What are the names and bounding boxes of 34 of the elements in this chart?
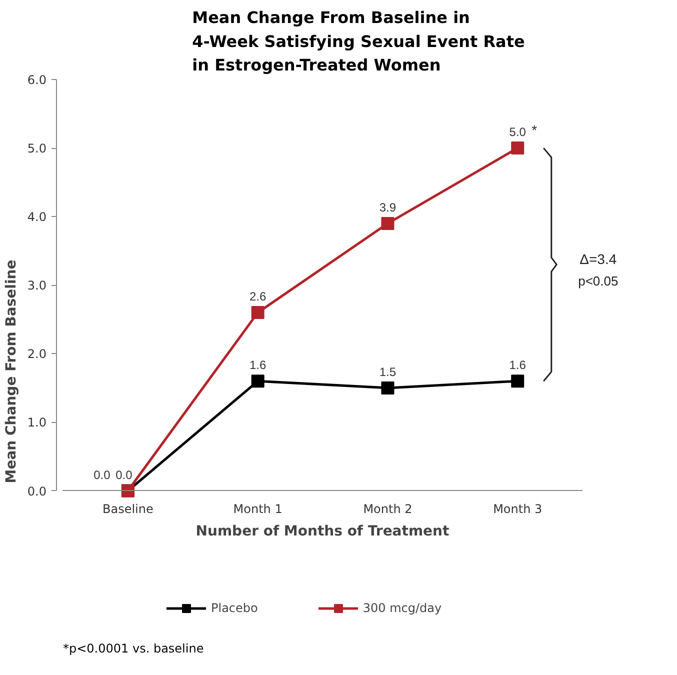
y-tick-label: 4.0 [27, 210, 47, 224]
data-label: 1.6 [509, 358, 526, 372]
point [511, 142, 524, 155]
x-tick-label: Month 1 [233, 502, 282, 516]
point [381, 381, 394, 394]
annotation: p<0.05 [578, 274, 618, 289]
data-label: 2.6 [249, 290, 266, 304]
x-tick-label: Baseline [102, 502, 154, 516]
y-tick-label: 2.0 [27, 347, 47, 362]
data-label: 0.0 [116, 468, 133, 482]
y-axis-title: Mean Change From Baseline [3, 260, 20, 484]
data-label: 3.9 [379, 200, 396, 214]
point [381, 216, 394, 230]
data-label: 0.0 [94, 468, 111, 482]
legend-label: 300 mcg/day [362, 601, 442, 615]
y-tick-label: 1.0 [27, 416, 47, 430]
chart-title: Mean Change From Baseline in 4-Week Satisfying Sexual Event Rate in Estrogen-Treated Women [192, 8, 525, 74]
x-tick-label: Month 3 [493, 502, 542, 516]
x-tick-label: Month 2 [363, 502, 412, 516]
x-axis-title: Number of Months of Treatment [196, 524, 450, 540]
y-tick-label: 0.0 [27, 484, 47, 498]
point [251, 306, 264, 320]
data-label: 1.5 [379, 364, 396, 379]
y-tick-label: 6.0 [27, 73, 47, 87]
annotation: * [532, 122, 538, 138]
y-tick-label: 3.0 [27, 278, 47, 293]
point [511, 374, 524, 388]
data-label: 1.6 [249, 358, 266, 372]
legend-label: Placebo [211, 601, 258, 615]
text: *p<0.0001 vs. baseline [62, 642, 204, 656]
annotation: Δ=3.4 [580, 251, 617, 268]
point [251, 374, 264, 388]
data-label: 5.0 [509, 125, 526, 140]
y-tick-label: 5.0 [27, 142, 47, 156]
